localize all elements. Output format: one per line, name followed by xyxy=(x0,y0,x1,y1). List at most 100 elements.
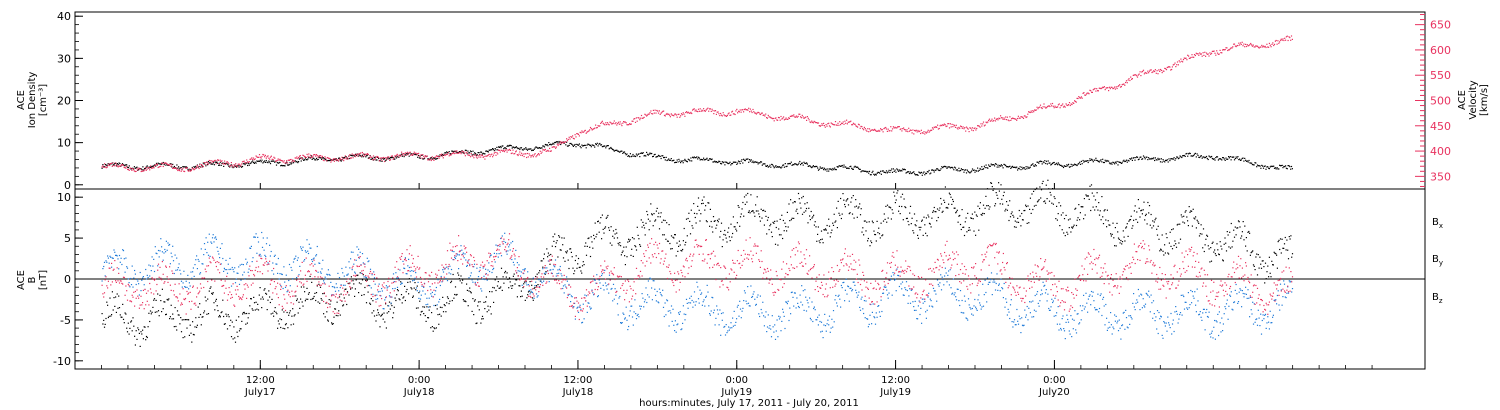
density-point xyxy=(330,159,332,161)
velocity-point xyxy=(623,121,626,123)
b-by-point xyxy=(165,240,167,242)
b-bx-point xyxy=(612,230,615,232)
b-bx-point xyxy=(465,301,467,303)
b-bx-point xyxy=(391,305,393,307)
b-bx-point xyxy=(609,242,611,244)
velocity-point xyxy=(1020,116,1022,118)
velocity-point xyxy=(784,118,786,120)
density-point xyxy=(1121,162,1123,164)
b-bx-point xyxy=(419,314,422,316)
b-bx-point xyxy=(489,306,491,308)
b-bx-point xyxy=(1171,229,1173,231)
b-bx-point xyxy=(506,272,508,274)
b-bx-point xyxy=(1013,226,1016,228)
b-by-point xyxy=(451,250,453,252)
b-by-point xyxy=(173,272,175,275)
b-by-point xyxy=(211,237,214,239)
density-point xyxy=(1024,168,1026,170)
density-point xyxy=(791,164,793,166)
velocity-point xyxy=(471,155,473,157)
b-bx-point xyxy=(894,195,896,197)
b-bx-point xyxy=(421,310,423,312)
velocity-point xyxy=(593,128,595,130)
density-point xyxy=(827,168,829,170)
velocity-point xyxy=(1180,58,1182,60)
b-bx-point xyxy=(316,285,318,287)
density-point xyxy=(188,169,190,171)
velocity-point xyxy=(216,160,218,162)
velocity-point xyxy=(1252,44,1254,46)
density-point xyxy=(1044,160,1046,162)
velocity-point xyxy=(1006,116,1008,118)
b-bx-point xyxy=(658,228,661,230)
velocity-point xyxy=(1091,91,1093,93)
velocity-point xyxy=(733,113,735,115)
density-point xyxy=(431,158,433,160)
density-point xyxy=(724,164,726,166)
velocity-point xyxy=(1262,46,1264,48)
density-point xyxy=(1186,152,1188,155)
b-bx-point xyxy=(1241,235,1243,237)
b-by-point xyxy=(513,264,515,266)
b-bx-point xyxy=(272,312,274,314)
b-bx-point xyxy=(458,278,460,280)
velocity-point xyxy=(1259,46,1261,48)
velocity-point xyxy=(987,121,989,123)
b-bx-point xyxy=(1230,222,1232,225)
density-point xyxy=(932,169,934,171)
velocity-point xyxy=(954,126,957,128)
velocity-point xyxy=(212,161,214,163)
velocity-point xyxy=(1151,71,1153,74)
velocity-point xyxy=(617,122,619,125)
b-by-point xyxy=(505,251,507,253)
density-point xyxy=(538,147,540,149)
velocity-point xyxy=(344,157,346,160)
velocity-point xyxy=(1093,88,1095,90)
density-point xyxy=(1251,163,1253,166)
density-point xyxy=(931,169,933,171)
b-by-point xyxy=(483,275,485,277)
b-bx-point xyxy=(180,331,183,333)
b-bx-point xyxy=(938,209,940,211)
velocity-point xyxy=(434,156,436,159)
velocity-point xyxy=(641,117,643,119)
velocity-point xyxy=(1097,90,1099,92)
density-point xyxy=(281,164,283,166)
b-by-point xyxy=(307,250,309,252)
density-point xyxy=(703,157,705,159)
b-bx-point xyxy=(1171,248,1174,250)
b-bx-point xyxy=(630,254,632,256)
density-point xyxy=(800,162,803,164)
velocity-point xyxy=(1248,44,1250,47)
b-by-point xyxy=(261,231,263,234)
velocity-point xyxy=(123,166,125,168)
density-point xyxy=(417,156,419,158)
velocity-point xyxy=(1225,47,1227,49)
velocity-point xyxy=(524,153,526,155)
velocity-point xyxy=(160,165,162,167)
velocity-point xyxy=(455,152,457,154)
velocity-point xyxy=(791,114,793,117)
velocity-point xyxy=(831,123,833,125)
density-point xyxy=(1181,156,1183,159)
velocity-point xyxy=(464,155,466,157)
density-point xyxy=(899,170,901,172)
b-by-point xyxy=(103,261,106,263)
velocity-point xyxy=(302,154,304,156)
density-point xyxy=(1137,159,1139,161)
b-bx-point xyxy=(254,309,256,311)
b-bx-point xyxy=(345,288,347,290)
b-bx-point xyxy=(893,191,895,193)
b-bx-point xyxy=(1081,206,1083,208)
b-bx-point xyxy=(1291,256,1293,258)
b-bx-point xyxy=(745,194,747,196)
density-point xyxy=(1091,159,1093,161)
velocity-point xyxy=(637,117,639,119)
velocity-point xyxy=(1058,103,1060,105)
b-bx-point xyxy=(515,279,517,281)
velocity-point xyxy=(1200,53,1202,55)
density-point xyxy=(265,159,267,162)
b-by-point xyxy=(413,279,415,281)
density-point xyxy=(790,161,792,163)
velocity-point xyxy=(399,154,401,156)
